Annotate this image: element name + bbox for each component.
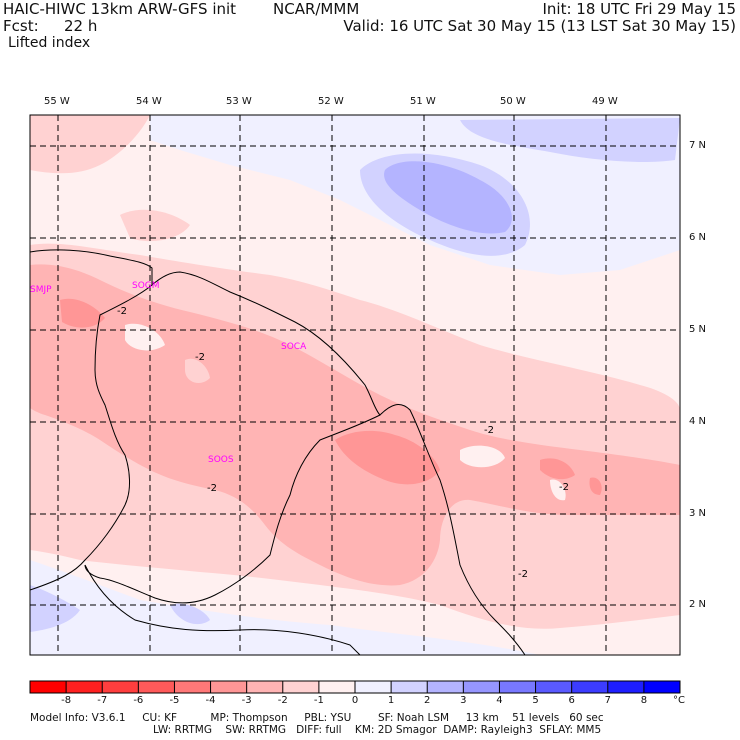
colorbar-tick-label: 3 (460, 695, 467, 706)
colorbar-tick-label: 6 (568, 695, 575, 706)
colorbar-tick-label: 2 (424, 695, 431, 706)
field-band-2to3-sw (170, 603, 210, 625)
lon-label: 54 W (136, 96, 162, 107)
contour-label: -2 (484, 425, 494, 436)
colorbar-swatch (427, 681, 464, 693)
colorbar-swatch (607, 681, 645, 693)
lat-label: 5 N (689, 324, 707, 335)
lon-label: 52 W (318, 96, 344, 107)
fcst-value: 22 h (64, 17, 98, 35)
lat-label: 3 N (689, 508, 707, 519)
colorbar-swatch (499, 681, 536, 693)
contour-label: -2 (518, 569, 528, 580)
colorbar-swatch (30, 681, 67, 693)
border-line-1 (30, 249, 153, 591)
colorbar-swatch (174, 681, 211, 693)
colorbar (29, 680, 681, 694)
model-info-line1: Model Info: V3.6.1 CU: KF MP: Thompson P… (30, 712, 604, 724)
field-pocket-4 (185, 358, 210, 384)
station-label-soca: SOCA (281, 342, 307, 352)
station-label-soos: SOOS (208, 455, 234, 465)
field-name: Lifted index (8, 35, 91, 51)
colorbar-swatch (66, 681, 103, 693)
field-band-m3tom4 (335, 430, 440, 485)
colorbar-tick-label: 4 (496, 695, 503, 706)
field-band-m3tom4-c (540, 458, 575, 480)
colorbar-swatch (138, 681, 175, 693)
org-label: NCAR/MMM (273, 0, 360, 18)
field-pocket-1 (460, 445, 505, 468)
colorbar-tick-label: -2 (277, 695, 288, 706)
colorbar-swatch (318, 681, 356, 693)
colorbar-swatch (282, 681, 320, 693)
map-frame (29, 114, 681, 656)
lon-label: 53 W (226, 96, 252, 107)
colorbar-tick-label: -4 (205, 695, 216, 706)
lat-label: 4 N (689, 416, 707, 427)
colorbar-swatch (535, 681, 572, 693)
field-band-2to3-w (30, 585, 80, 632)
colorbar-tick-label: 5 (532, 695, 539, 706)
lon-label: 50 W (500, 96, 526, 107)
lon-label: 49 W (592, 96, 618, 107)
field-band-m3tom4-d (589, 477, 602, 495)
lat-label: 7 N (689, 140, 707, 151)
contour-label: -2 (117, 306, 127, 317)
colorbar-swatch (355, 681, 392, 693)
lon-label: 55 W (44, 96, 70, 107)
colorbar-tick-label: -7 (97, 695, 108, 706)
field-band-m2tom3 (30, 264, 680, 586)
lat-label: 2 N (689, 599, 707, 610)
model-title: HAIC-HIWC 13km ARW-GFS init (3, 0, 237, 18)
coastline-borders (30, 249, 526, 655)
colorbar-swatch (246, 681, 284, 693)
lat-lon-grid (30, 115, 680, 655)
colorbar-swatch (102, 681, 139, 693)
colorbar-swatch (643, 681, 681, 693)
lon-label: 51 W (410, 96, 436, 107)
valid-time: Valid: 16 UTC Sat 30 May 15 (13 LST Sat … (343, 17, 736, 35)
colorbar-swatch (463, 681, 500, 693)
colorbar-swatch (210, 681, 247, 693)
contour-label: -2 (207, 483, 217, 494)
colorbar-tick-label: -5 (169, 695, 180, 706)
colorbar-tick-label: 7 (604, 695, 611, 706)
lat-label: 6 N (689, 232, 707, 243)
border-line-3 (84, 564, 361, 655)
colorbar-tick-label: 8 (640, 695, 648, 706)
colorbar-tick-label: 1 (387, 695, 395, 706)
contour-label: -2 (559, 482, 569, 493)
station-label-smjp: SMJP (30, 285, 52, 295)
field-pocket-3 (550, 479, 566, 501)
fcst-label: Fcst: (3, 17, 39, 35)
colorbar-tick-label: -8 (61, 695, 72, 706)
field-band-1to2-sw (30, 560, 540, 655)
colorbar-tick-label: -6 (133, 695, 144, 706)
colorbar-tick-label: -1 (313, 695, 324, 706)
field-band-m1tom2-north2 (120, 209, 190, 242)
colorbar-unit: °C (673, 695, 685, 706)
init-time: Init: 18 UTC Fri 29 May 15 (542, 0, 736, 18)
coast-line (151, 271, 526, 655)
field-band-m1tom2-north (30, 115, 150, 174)
contour-label: -2 (195, 352, 205, 363)
station-label-sogm: SOGM (132, 281, 160, 291)
field-band-m3tom4-b (60, 298, 105, 328)
field-band-3to4 (384, 161, 512, 234)
border-line-2 (84, 414, 381, 604)
colorbar-swatch (391, 681, 428, 693)
colorbar-swatch (571, 681, 609, 693)
field-band-2to3-ne (460, 118, 680, 163)
colorbar-tick-label: 0 (351, 695, 359, 706)
colorbar-tick-label: -3 (241, 695, 252, 706)
model-info-line2: LW: RRTMG SW: RRTMG DIFF: full KM: 2D Sm… (153, 724, 602, 736)
